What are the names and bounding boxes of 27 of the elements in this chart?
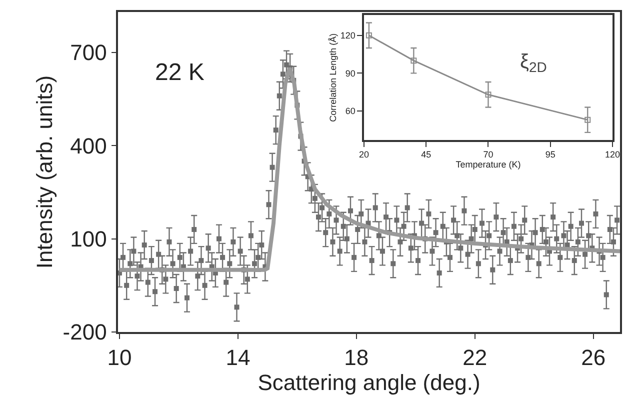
y-tick-label: 60 bbox=[345, 106, 356, 116]
y-tick-label: 120 bbox=[340, 30, 356, 41]
x-tick-label: 45 bbox=[421, 150, 432, 160]
y-tick-label: 90 bbox=[345, 68, 356, 78]
point bbox=[366, 32, 372, 38]
y-axis-title: Intensity (arb. units) bbox=[32, 75, 58, 269]
y-tick-label: -200 bbox=[62, 320, 107, 345]
x-tick-label: 95 bbox=[545, 150, 556, 160]
point bbox=[584, 116, 591, 123]
annotation: 22 K bbox=[155, 59, 204, 86]
y-axis-title: Correlation Length (Å) bbox=[328, 33, 338, 122]
point bbox=[485, 92, 492, 98]
x-tick-label: 22 bbox=[462, 345, 488, 370]
x-tick-label: 18 bbox=[344, 345, 369, 370]
x-tick-label: 70 bbox=[483, 150, 494, 160]
x-tick-label: 10 bbox=[107, 345, 132, 370]
y-tick-label: 400 bbox=[70, 133, 107, 158]
y-tick-label: 100 bbox=[70, 226, 107, 252]
x-axis-title: Scattering angle (deg.) bbox=[258, 370, 480, 396]
x-tick-label: 14 bbox=[226, 345, 250, 370]
x-tick-label: 26 bbox=[581, 345, 606, 370]
y-tick-label: 700 bbox=[70, 40, 107, 66]
x-tick-label: 20 bbox=[358, 150, 369, 160]
annotation: ξ$_{2D}$ bbox=[520, 51, 547, 76]
x-axis-title: Temperature (K) bbox=[456, 160, 521, 170]
x-tick-label: 120 bbox=[604, 150, 620, 160]
point bbox=[410, 58, 417, 64]
